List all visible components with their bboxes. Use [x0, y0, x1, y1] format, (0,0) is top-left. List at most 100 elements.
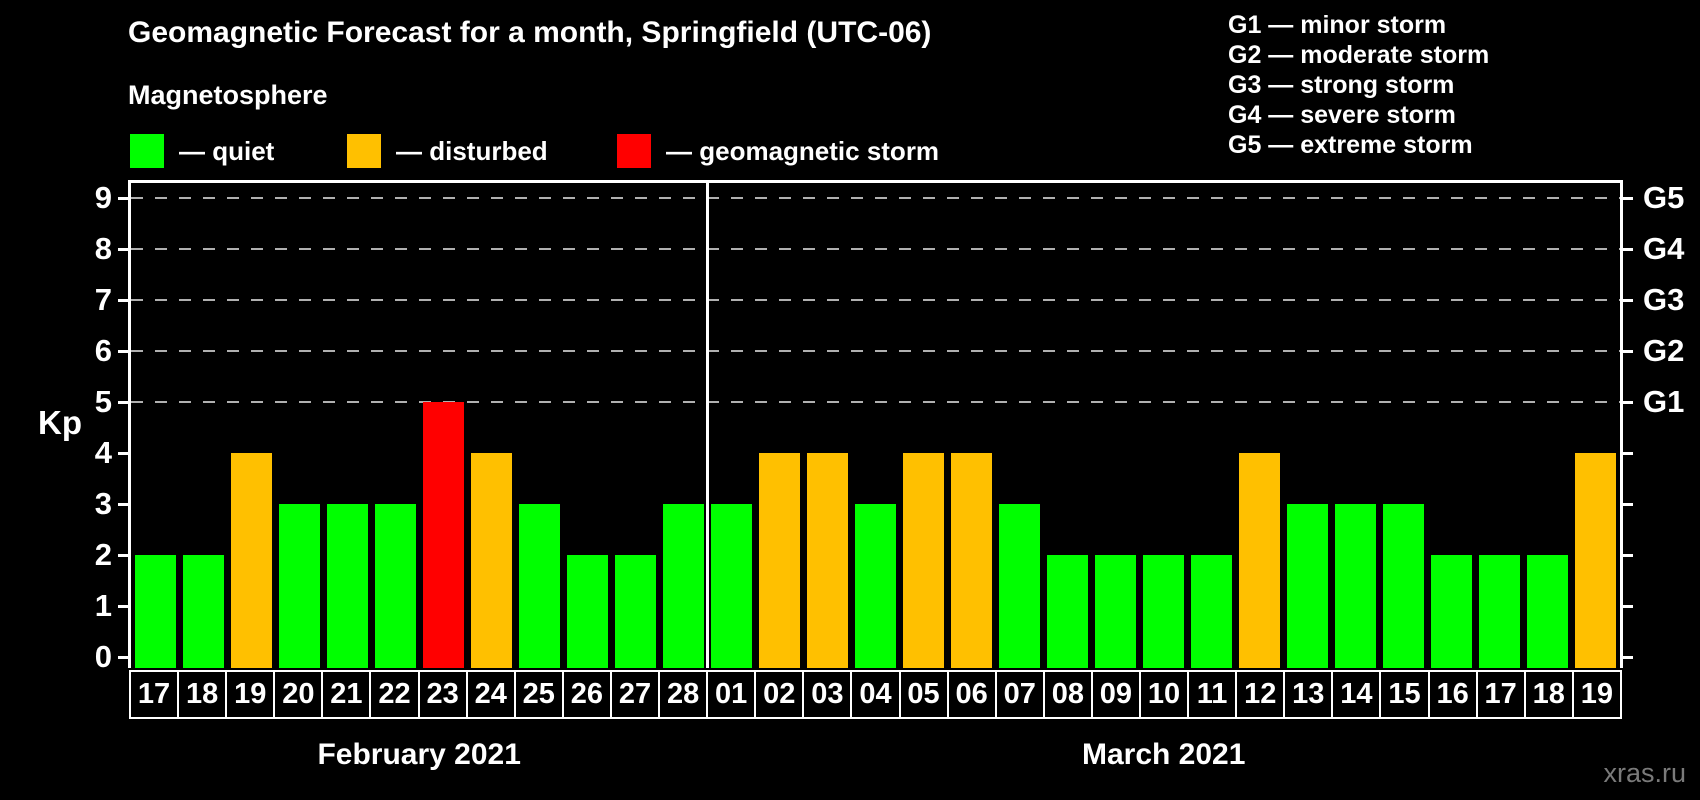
y-tick-right-3 — [1623, 503, 1633, 506]
kp-bar-quiet — [710, 504, 752, 668]
y-tick-left-3 — [118, 503, 128, 506]
g-scale-legend-item: G2 — moderate storm — [1228, 41, 1490, 69]
kp-bar-disturbed — [1239, 453, 1281, 668]
watermark: xras.ru — [1603, 758, 1686, 788]
kp-bar-quiet — [1527, 555, 1569, 668]
y-tick-label-2: 2 — [94, 537, 112, 572]
day-label-box: 03 — [804, 672, 853, 717]
legend-item-label: — geomagnetic storm — [666, 135, 940, 166]
y-tick-left-4 — [118, 452, 128, 455]
g-scale-legend-item: G4 — severe storm — [1228, 101, 1456, 129]
disturbed-swatch-icon — [347, 134, 381, 168]
g-scale-legend: G1 — minor storm G2 — moderate storm G3 — … — [1228, 10, 1489, 160]
gridline-kp8 — [131, 248, 1620, 250]
gridline-kp7 — [131, 299, 1620, 301]
day-label-box: 02 — [756, 672, 805, 717]
g-level-label-g3: G3 — [1643, 282, 1685, 317]
day-label-box: 25 — [516, 672, 564, 717]
y-tick-label-9: 9 — [94, 180, 112, 215]
gridline-kp9 — [131, 197, 1620, 199]
y-tick-right-7 — [1623, 299, 1633, 302]
y-tick-right-1 — [1623, 605, 1633, 608]
day-label-box: 15 — [1381, 672, 1430, 717]
kp-bar-quiet — [1095, 555, 1137, 668]
day-label-box: 10 — [1141, 672, 1190, 717]
day-label-box: 23 — [420, 672, 468, 717]
legend-item-disturbed: — disturbed — [347, 134, 548, 168]
y-tick-right-0 — [1623, 656, 1633, 659]
right-axis-line — [1620, 180, 1623, 668]
kp-bar-quiet — [566, 555, 608, 668]
y-tick-label-0: 0 — [94, 639, 112, 674]
y-tick-left-2 — [118, 554, 128, 557]
y-tick-right-2 — [1623, 554, 1633, 557]
y-tick-right-4 — [1623, 452, 1633, 455]
kp-bar-disturbed — [470, 453, 512, 668]
kp-bar-disturbed — [903, 453, 945, 668]
kp-bar-disturbed — [951, 453, 993, 668]
kp-bar-quiet — [1191, 555, 1233, 668]
kp-bar-quiet — [855, 504, 896, 668]
y-tick-left-9 — [118, 197, 128, 200]
gridline-kp5 — [131, 401, 1620, 403]
day-label-row: 17 18 19 20 21 22 23 24 25 26 27 28 01 02 03 04 05 06 07 08… — [129, 670, 1622, 719]
month-label: February 2021 — [317, 738, 521, 771]
y-tick-right-5 — [1623, 401, 1633, 404]
y-tick-right-8 — [1623, 248, 1633, 251]
y-tick-right-6 — [1623, 350, 1633, 353]
y-tick-label-4: 4 — [94, 435, 112, 470]
day-label-box: 09 — [1093, 672, 1141, 717]
y-tick-label-1: 1 — [94, 588, 112, 623]
kp-axis-label: Kp — [38, 404, 82, 441]
y-tick-right-9 — [1623, 197, 1633, 200]
plot-top-border — [128, 180, 1623, 183]
day-label-box: 20 — [275, 672, 324, 717]
y-tick-left-5 — [118, 401, 128, 404]
kp-bar-quiet — [278, 504, 320, 668]
g-scale-legend-item: G5 — extreme storm — [1228, 131, 1473, 159]
kp-bar-disturbed — [758, 453, 800, 668]
day-label-box: 16 — [1430, 672, 1478, 717]
kp-bar-quiet — [662, 504, 704, 668]
chart-title: Geomagnetic Forecast for a month, Spring… — [128, 16, 932, 49]
day-label-box: 22 — [371, 672, 420, 717]
kp-bar-quiet — [1047, 555, 1089, 668]
day-label-box: 06 — [949, 672, 997, 717]
kp-bar-quiet — [1383, 504, 1425, 668]
y-tick-left-0 — [118, 656, 128, 659]
g-level-label-g5: G5 — [1643, 180, 1685, 215]
day-label-box: 04 — [852, 672, 901, 717]
g-level-label-g4: G4 — [1643, 231, 1685, 266]
storm-swatch-icon — [617, 134, 651, 168]
day-label-box: 19 — [1580, 678, 1613, 710]
kp-bar-quiet — [1335, 504, 1377, 668]
day-label-box: 13 — [1285, 672, 1334, 717]
kp-bar-disturbed — [806, 453, 848, 668]
kp-bar-storm — [422, 402, 464, 668]
kp-bar-quiet — [134, 555, 176, 668]
legend-item-label: — disturbed — [396, 135, 548, 166]
day-label-box: 05 — [901, 672, 949, 717]
kp-bar-disturbed — [230, 453, 272, 668]
quiet-swatch-icon — [130, 134, 164, 168]
y-tick-left-7 — [118, 299, 128, 302]
y-tick-label-7: 7 — [94, 282, 112, 317]
kp-bar-quiet — [518, 504, 560, 668]
legend-item-storm: — geomagnetic storm — [617, 134, 939, 168]
kp-bar-quiet — [999, 504, 1041, 668]
kp-bar-quiet — [1287, 504, 1329, 668]
g-scale-legend-item: G3 — strong storm — [1228, 71, 1455, 99]
magnetosphere-legend-heading: Magnetosphere — [128, 80, 328, 110]
day-label-box: 17 — [131, 672, 180, 717]
day-label-box: 11 — [1189, 672, 1238, 717]
day-label-box: 26 — [564, 672, 612, 717]
day-label-box: 08 — [1045, 672, 1093, 717]
day-label-box: 18 — [179, 672, 228, 717]
kp-bar-disturbed — [1575, 453, 1617, 668]
kp-bar-quiet — [374, 504, 416, 668]
y-tick-left-1 — [118, 605, 128, 608]
legend-item-label: — quiet — [179, 135, 275, 166]
gridline-kp6 — [131, 350, 1620, 352]
g-scale-legend-item: G1 — minor storm — [1228, 11, 1447, 39]
